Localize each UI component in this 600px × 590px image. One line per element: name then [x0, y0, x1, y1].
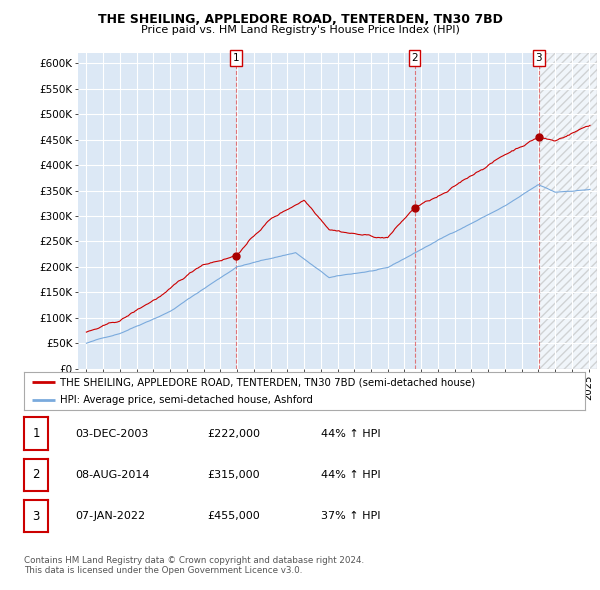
Text: 44% ↑ HPI: 44% ↑ HPI	[321, 470, 380, 480]
Text: Contains HM Land Registry data © Crown copyright and database right 2024.: Contains HM Land Registry data © Crown c…	[24, 556, 364, 565]
Text: 03-DEC-2003: 03-DEC-2003	[75, 429, 148, 438]
Text: THE SHEILING, APPLEDORE ROAD, TENTERDEN, TN30 7BD (semi-detached house): THE SHEILING, APPLEDORE ROAD, TENTERDEN,…	[61, 377, 476, 387]
Text: 3: 3	[536, 53, 542, 63]
Text: Price paid vs. HM Land Registry's House Price Index (HPI): Price paid vs. HM Land Registry's House …	[140, 25, 460, 35]
Text: £455,000: £455,000	[207, 512, 260, 521]
Text: THE SHEILING, APPLEDORE ROAD, TENTERDEN, TN30 7BD: THE SHEILING, APPLEDORE ROAD, TENTERDEN,…	[98, 13, 502, 26]
Text: 1: 1	[32, 427, 40, 440]
Text: 44% ↑ HPI: 44% ↑ HPI	[321, 429, 380, 438]
Text: This data is licensed under the Open Government Licence v3.0.: This data is licensed under the Open Gov…	[24, 566, 302, 575]
Text: 07-JAN-2022: 07-JAN-2022	[75, 512, 145, 521]
Text: £315,000: £315,000	[207, 470, 260, 480]
Text: HPI: Average price, semi-detached house, Ashford: HPI: Average price, semi-detached house,…	[61, 395, 313, 405]
Text: 37% ↑ HPI: 37% ↑ HPI	[321, 512, 380, 521]
Text: 3: 3	[32, 510, 40, 523]
Text: £222,000: £222,000	[207, 429, 260, 438]
Text: 2: 2	[411, 53, 418, 63]
Text: 1: 1	[232, 53, 239, 63]
Text: 2: 2	[32, 468, 40, 481]
Text: 08-AUG-2014: 08-AUG-2014	[75, 470, 149, 480]
